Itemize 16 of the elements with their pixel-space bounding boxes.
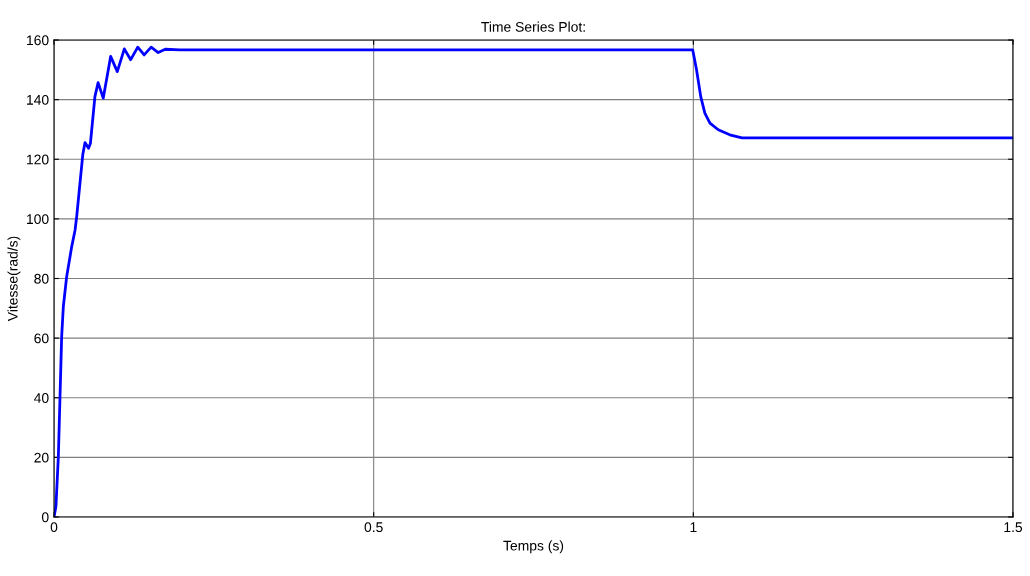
y-tick-label: 20 [34, 452, 49, 463]
x-tick-label: 1.5 [1004, 522, 1023, 533]
x-axis-title: Temps (s) [503, 540, 564, 554]
y-tick-label: 80 [34, 273, 49, 284]
y-tick-label: 0 [41, 512, 49, 523]
x-tick-label: 0 [50, 522, 58, 533]
y-tick-label: 140 [27, 94, 49, 105]
y-tick-label: 60 [34, 333, 49, 344]
y-tick-label: 40 [34, 393, 49, 403]
x-tick-label: 1 [690, 522, 697, 532]
y-axis-title: Vitesse(rad/s) [7, 236, 21, 322]
chart-title: Time Series Plot: [481, 21, 585, 32]
y-tick-label: 120 [27, 154, 49, 165]
x-tick-label: 0.5 [364, 522, 383, 533]
y-tick-label: 100 [27, 214, 49, 225]
y-tick-label: 160 [27, 35, 49, 46]
